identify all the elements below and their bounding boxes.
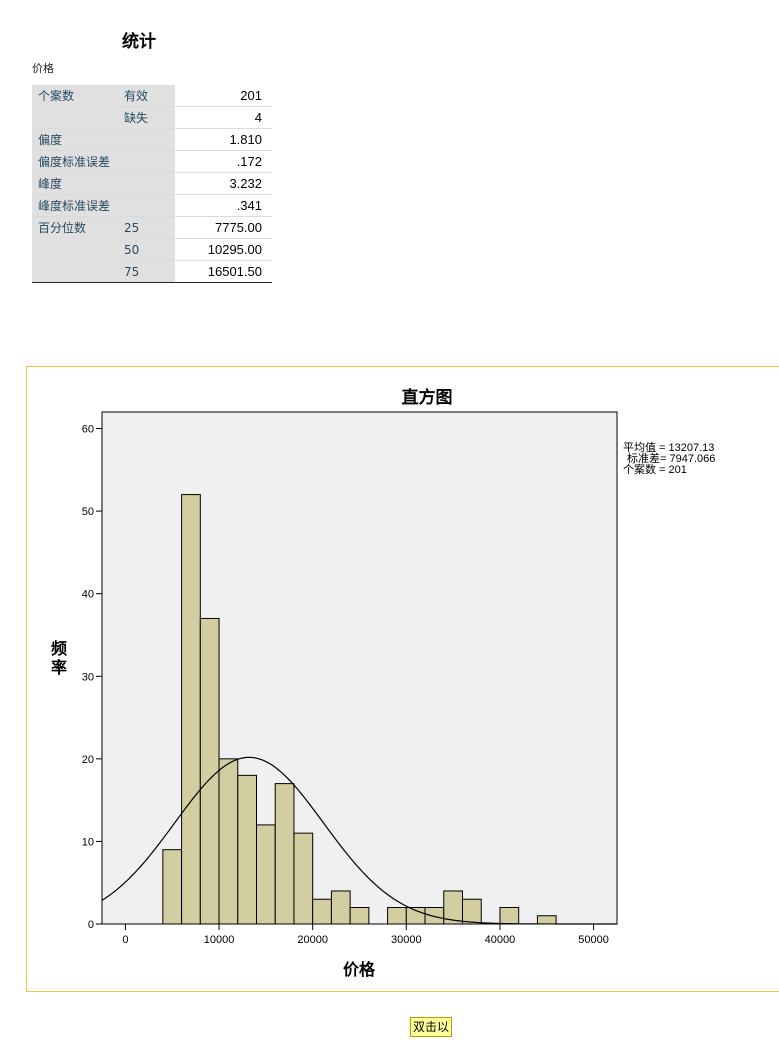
row-value: 4 xyxy=(175,106,272,129)
x-tick-label: 20000 xyxy=(297,934,328,946)
row-label: 偏度 xyxy=(32,128,175,151)
histogram-bar xyxy=(349,906,370,925)
histogram-chart[interactable]: 直方图 0 10 20 30 40 50 60 0 10000 20000 30000 40000 5… xyxy=(27,367,779,991)
stats-title: 统计 xyxy=(122,32,156,52)
histogram-bar xyxy=(387,906,407,925)
table-row: 峰度标准误差 .341 xyxy=(32,194,272,217)
plot-area xyxy=(101,411,618,925)
row-label: 偏度标准误差 xyxy=(32,150,175,173)
table-row: 偏度标准误差 .172 xyxy=(32,150,272,173)
y-tick-label: 0 xyxy=(88,919,94,931)
histogram-bar xyxy=(312,898,332,925)
x-tick-label: 0 xyxy=(122,934,128,946)
row-sub-label: 75 xyxy=(118,260,175,283)
row-value: .341 xyxy=(175,194,272,217)
row-label xyxy=(32,260,118,283)
row-sub-label: 有效 xyxy=(118,85,175,107)
row-sub-label: 50 xyxy=(118,238,175,261)
chart-frame[interactable]: 直方图 0 10 20 30 40 50 60 0 10000 20000 30000 40000 5… xyxy=(26,366,779,992)
histogram-bar xyxy=(256,824,276,925)
x-tick-label: 30000 xyxy=(391,934,422,946)
row-label: 个案数 xyxy=(32,85,118,107)
legend-n: 个案数 = 201 xyxy=(623,462,687,476)
histogram-bar xyxy=(462,898,482,925)
stats-variable-label: 价格 xyxy=(32,62,54,75)
y-tick-label: 30 xyxy=(82,671,94,683)
y-tick-label: 40 xyxy=(82,589,94,601)
y-tick-label: 60 xyxy=(82,424,94,436)
x-tick-label: 50000 xyxy=(578,934,609,946)
histogram-bar xyxy=(199,617,220,925)
histogram-bar xyxy=(162,849,183,925)
row-value: 201 xyxy=(175,85,272,107)
histogram-bar xyxy=(293,832,314,925)
row-value: 1.810 xyxy=(175,128,272,151)
row-value: 3.232 xyxy=(175,172,272,195)
table-row: 缺失 4 xyxy=(32,106,272,129)
row-label: 百分位数 xyxy=(32,216,118,239)
x-tick-label: 10000 xyxy=(204,934,235,946)
table-row: 75 16501.50 xyxy=(32,260,272,283)
row-value: .172 xyxy=(175,150,272,173)
table-row: 个案数 有效 201 xyxy=(32,85,272,107)
histogram-bar xyxy=(274,783,295,925)
row-value: 16501.50 xyxy=(175,260,272,283)
x-axis-label: 价格 xyxy=(343,960,376,979)
row-label xyxy=(32,106,118,129)
chart-title: 直方图 xyxy=(402,387,453,407)
row-label: 峰度标准误差 xyxy=(32,194,175,217)
row-sub-label: 缺失 xyxy=(118,106,175,129)
y-tick-label: 50 xyxy=(82,506,94,518)
histogram-bar xyxy=(237,774,257,925)
histogram-bar xyxy=(499,906,520,925)
legend-mean: 平均值 = 13207.13 xyxy=(623,441,714,454)
y-axis-label-char: 频 xyxy=(51,639,67,658)
y-tick-label: 10 xyxy=(82,836,94,848)
y-axis-label-char: 率 xyxy=(51,658,67,677)
row-label: 峰度 xyxy=(32,172,175,195)
histogram-bar xyxy=(330,890,351,925)
statistics-table[interactable]: 个案数 有效 201 缺失 4 偏度 1.810 偏度标准误差 .172 峰度 … xyxy=(32,85,272,283)
x-tick-label: 40000 xyxy=(485,934,516,946)
row-value: 10295.00 xyxy=(175,238,272,261)
table-row: 50 10295.00 xyxy=(32,238,272,261)
table-row: 峰度 3.232 xyxy=(32,172,272,195)
row-value: 7775.00 xyxy=(175,216,272,239)
histogram-bar xyxy=(536,915,557,925)
table-row: 偏度 1.810 xyxy=(32,128,272,151)
legend-sd: 标准差= 7947.066 xyxy=(627,451,715,465)
histogram-bar xyxy=(218,758,239,925)
normal-curve xyxy=(101,756,617,925)
table-row: 百分位数 25 7775.00 xyxy=(32,216,272,239)
double-click-hint[interactable]: 双击以 xyxy=(410,1017,453,1037)
row-label xyxy=(32,238,118,261)
row-sub-label: 25 xyxy=(118,216,175,239)
histogram-bar xyxy=(181,494,201,925)
histogram-bar xyxy=(424,906,445,925)
y-tick-label: 20 xyxy=(82,754,94,766)
